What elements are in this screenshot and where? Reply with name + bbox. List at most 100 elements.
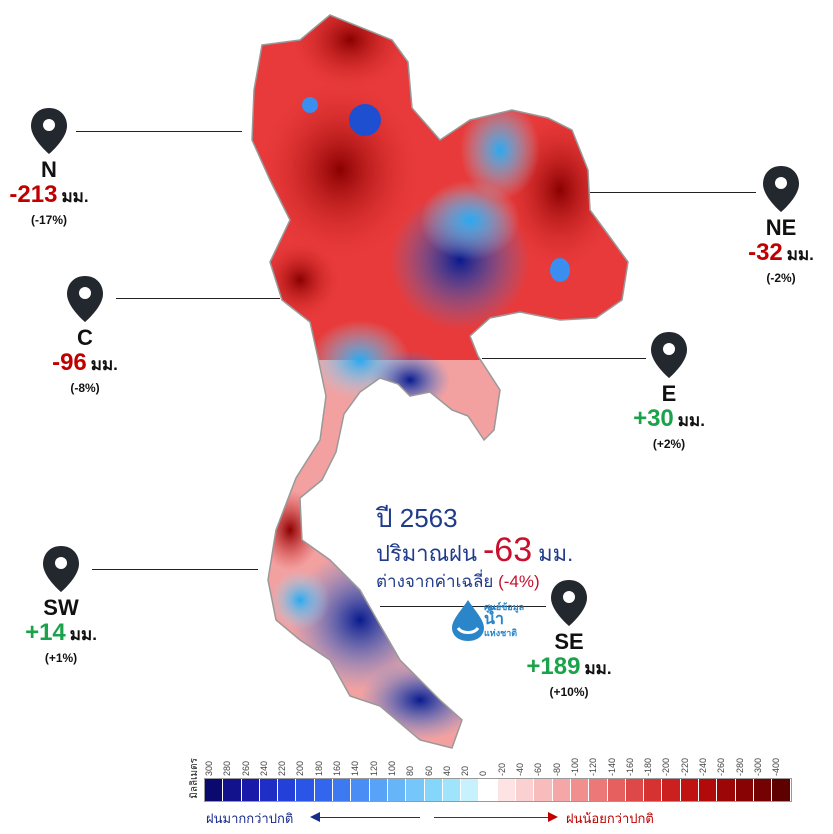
legend-tick-label: -280 (734, 757, 745, 776)
legend-swatch (424, 779, 443, 801)
legend-swatch (570, 779, 590, 801)
legend-swatch (589, 779, 608, 801)
map-pin-icon (763, 166, 799, 212)
legend-tick-label: -160 (624, 757, 635, 776)
legend-swatch (699, 779, 718, 801)
legend-tick-label: 60 (423, 765, 434, 776)
summary-amount: ปริมาณฝน -63 มม. (376, 531, 574, 569)
map-pin-icon (651, 332, 687, 378)
legend-swatch (644, 779, 663, 801)
legend-tick-label: 120 (368, 760, 379, 776)
legend-tick-label: -120 (588, 757, 599, 776)
legend-tick-label: -20 (496, 762, 507, 776)
legend-color-scale (204, 778, 792, 802)
legend-tick-label: 100 (386, 760, 397, 776)
legend-tick-label: 0 (478, 770, 489, 776)
rain-anomaly-percent: (-2%) (766, 271, 796, 285)
legend-tick-label: -100 (569, 757, 580, 776)
region-code: SW (43, 595, 79, 620)
legend-swatch (333, 779, 352, 801)
legend-tick-label: 300 (204, 760, 214, 776)
legend-tick-label: -260 (716, 757, 727, 776)
legend-swatch (369, 779, 388, 801)
rain-anomaly-percent: (+1%) (44, 651, 78, 665)
region-code: N (41, 157, 57, 182)
legend-swatch (772, 779, 791, 801)
region-sw: SW +14 มม. (+1%) (6, 544, 116, 666)
leader-line-ne (590, 192, 756, 193)
legend-swatch (351, 779, 370, 801)
legend-swatch (662, 779, 681, 801)
rain-anomaly-value: +14 มม. (25, 619, 97, 646)
region-se: SE +189 มม. (+10%) (514, 578, 624, 700)
leader-line-n (76, 131, 242, 132)
region-e: E +30 มม. (+2%) (614, 330, 724, 452)
legend-tick-label: 280 (222, 760, 233, 776)
legend-swatch (479, 779, 498, 801)
legend-tick-label: 260 (240, 760, 251, 776)
legend-swatch (223, 779, 242, 801)
rain-anomaly-percent: (+2%) (652, 437, 686, 451)
rain-anomaly-value: -213 มม. (9, 181, 89, 208)
legend-tick-label: 240 (258, 760, 269, 776)
legend-tick-label: 40 (441, 765, 452, 776)
legend-tick-label: -180 (643, 757, 654, 776)
legend-swatch (607, 779, 626, 801)
legend-tick-label: 180 (313, 760, 324, 776)
legend-tick-label: 80 (405, 765, 416, 776)
legend-tick-label: -240 (698, 757, 709, 776)
legend-swatch (205, 779, 224, 801)
legend-tick-label: -400 (771, 757, 782, 776)
legend-arrow-right (434, 812, 558, 822)
legend-swatch (278, 779, 297, 801)
legend-swatch (406, 779, 425, 801)
legend-swatch (314, 779, 334, 801)
leader-line-e (482, 358, 646, 359)
map-pin-icon (31, 108, 67, 154)
legend-swatch (296, 779, 315, 801)
legend-swatch (717, 779, 736, 801)
legend-unit-label: มิลลิเมตร (189, 758, 200, 799)
legend-tick-label: -60 (533, 762, 544, 776)
legend-tick-label: -200 (661, 757, 672, 776)
national-summary: ปี 2563 ปริมาณฝน -63 มม. ต่างจากค่าเฉลี่ย … (376, 503, 596, 593)
region-code: SE (554, 629, 584, 654)
map-pin-icon (43, 546, 79, 592)
map-pin-icon (67, 276, 103, 322)
region-c: C -96 มม. (-8%) (30, 274, 140, 396)
legend-tick-label: 200 (295, 760, 306, 776)
summary-diff: ต่างจากค่าเฉลี่ย (-4%) (376, 572, 540, 591)
legend-swatch (625, 779, 645, 801)
legend-swatch (552, 779, 571, 801)
legend-swatch (259, 779, 279, 801)
legend-swatch (241, 779, 260, 801)
legend-swatch (387, 779, 407, 801)
legend-swatch (735, 779, 754, 801)
legend-swatch (753, 779, 773, 801)
legend-swatch (497, 779, 517, 801)
legend-swatch (680, 779, 700, 801)
rain-anomaly-value: -96 มม. (52, 349, 118, 376)
legend-swatch (516, 779, 535, 801)
logo-text: ศูนย์ข้อมูล น้ำ แห่งชาติ (484, 602, 525, 638)
legend-drier-label: ฝนน้อยกว่าปกติ (566, 811, 654, 826)
legend-tick-label: 160 (332, 760, 343, 776)
legend-wetter-label: ฝนมากกว่าปกติ (206, 811, 294, 826)
leader-line-se (380, 606, 546, 607)
rain-anomaly-value: -32 มม. (748, 239, 814, 266)
legend-tick-label: -300 (752, 757, 763, 776)
legend-arrow-left (310, 812, 420, 822)
rain-anomaly-value: +30 มม. (633, 405, 705, 432)
map-pin-icon (551, 580, 587, 626)
rain-anomaly-percent: (-17%) (30, 213, 67, 227)
legend-swatch (442, 779, 462, 801)
legend-swatch (534, 779, 553, 801)
water-center-logo-icon (452, 600, 484, 641)
legend-tick-label: 140 (350, 760, 361, 776)
legend-tick-label: -220 (679, 757, 690, 776)
summary-year: ปี 2563 (376, 503, 458, 533)
rain-anomaly-percent: (+10%) (549, 685, 589, 699)
legend-ticks: 300 280 260 240 220 200 180 160 140 120 100 80 60 40 2… (204, 746, 790, 776)
legend-swatch (461, 779, 480, 801)
